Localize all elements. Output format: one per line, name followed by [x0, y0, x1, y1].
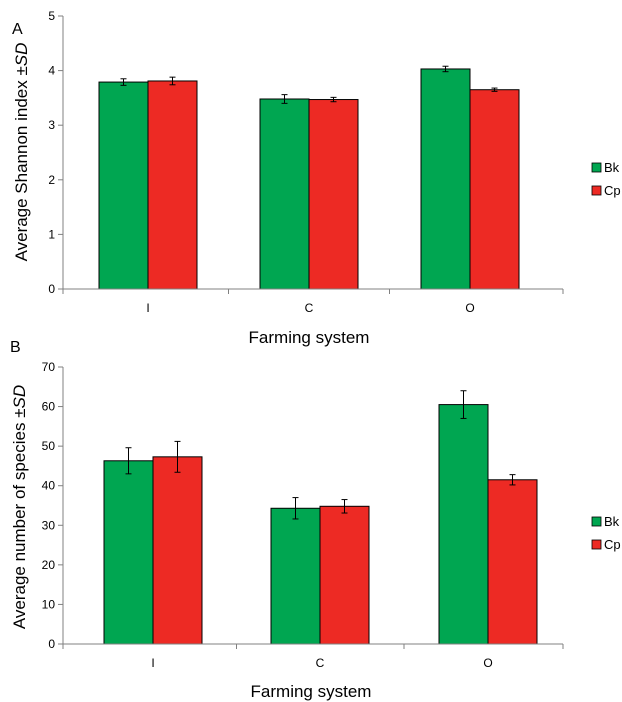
panel-a-legend-label-bk: Bk [604, 160, 620, 175]
panel-b-legend-swatch-cp [591, 539, 602, 550]
panel-a-bar-bk-o [420, 68, 471, 290]
panel-b-y-tick-label: 20 [42, 558, 56, 572]
panel-b-x-tick-label: C [316, 656, 325, 670]
panel-a-x-tick-label: O [465, 301, 474, 315]
panel-a-y-tick-label: 0 [48, 282, 55, 296]
panel-b-bar-bk-o [438, 404, 489, 645]
panel-a-bar-cp-i [147, 80, 198, 290]
panel-a-y-axis-title-main: Average Shannon index ± [12, 66, 31, 261]
chart-marks: 0 1 2 3 4 5 I C O Bk Cp 0 10 20 30 40 50 60 70 I C O Bk Cp [42, 9, 621, 670]
panel-a-legend-swatch-bk [591, 162, 602, 173]
panel-b-legend-swatch-bk [591, 516, 602, 527]
panel-a-bar-bk-i [98, 81, 149, 290]
panel-b-legend-label-cp: Cp [604, 537, 621, 552]
panel-a-bar-bk-c [259, 98, 310, 290]
panel-b-x-tick-label: I [151, 656, 154, 670]
panel-b-bar-cp-i [152, 456, 203, 645]
panel-b-bar-bk-c [270, 507, 321, 645]
panel-a-y-tick-label: 1 [48, 227, 55, 241]
panel-a-bar-cp-c [308, 99, 359, 290]
panel-a-x-tick-label: I [146, 301, 149, 315]
panel-b-y-tick-label: 40 [42, 479, 56, 493]
panel-b-y-tick-label: 30 [42, 518, 56, 532]
panel-b-bar-cp-c [319, 505, 370, 645]
panel-b-y-axis-title-italic: SD [10, 385, 29, 409]
panel-a-legend-swatch-cp [591, 185, 602, 196]
panel-b-legend-label-bk: Bk [604, 514, 620, 529]
panel-a-letter: A [12, 21, 23, 38]
panel-b-y-tick-label: 50 [42, 439, 56, 453]
panel-b-y-tick-label: 70 [42, 360, 56, 374]
panel-a-y-tick-label: 2 [48, 173, 55, 187]
panel-b-y-tick-label: 60 [42, 400, 56, 414]
panel-a-y-tick-label: 4 [48, 64, 55, 78]
panel-b-y-tick-label: 10 [42, 597, 56, 611]
panel-b-y-axis-title-main: Average number of species ± [10, 408, 29, 629]
panel-a-y-tick-label: 3 [48, 118, 55, 132]
panel-a-y-axis-title-italic: SD [12, 43, 31, 67]
panel-a-legend-label-cp: Cp [604, 183, 621, 198]
panel-b-letter: B [10, 339, 21, 356]
panel-b-bar-cp-o [487, 479, 538, 645]
panel-a-x-tick-label: C [305, 301, 314, 315]
panel-a-y-axis-title: Average Shannon index ±SD [12, 43, 31, 262]
panel-a-bar-cp-o [469, 89, 520, 290]
panel-b-x-axis-title: Farming system [251, 682, 372, 701]
panel-b-y-tick-label: 0 [48, 637, 55, 651]
panel-a-y-tick-label: 5 [48, 9, 55, 23]
panel-b-y-axis-title: Average number of species ±SD [10, 385, 29, 629]
panel-a-x-axis-title: Farming system [249, 328, 370, 347]
panel-b-x-tick-label: O [483, 656, 492, 670]
panel-b-bar-bk-i [103, 460, 154, 645]
